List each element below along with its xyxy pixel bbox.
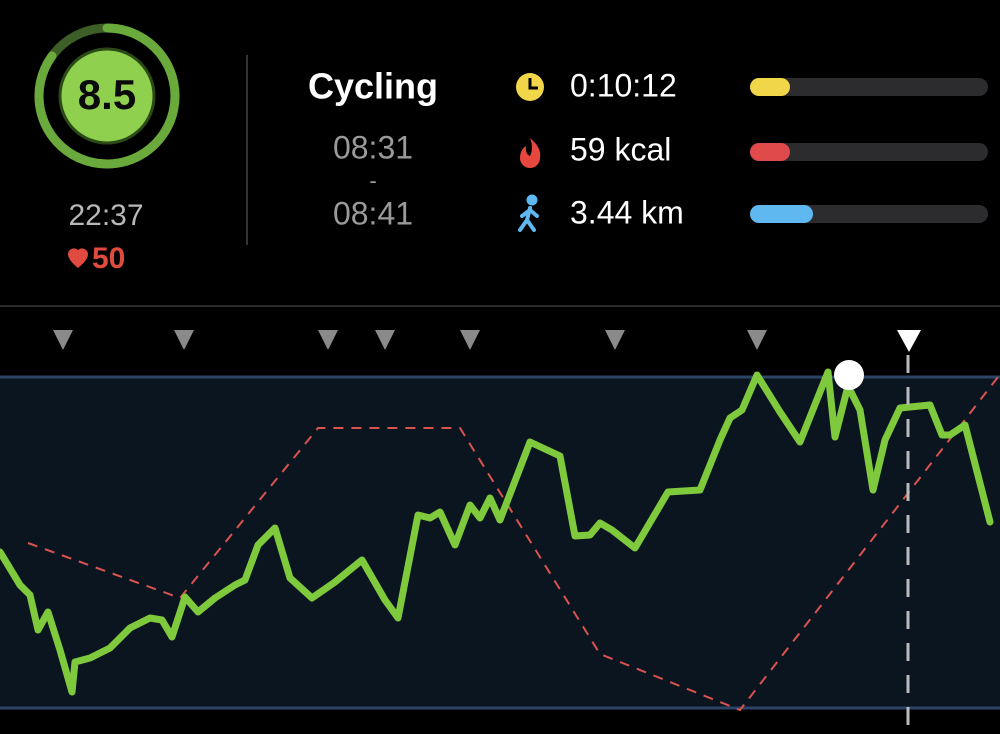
progress-fill bbox=[750, 205, 813, 223]
event-markers-part bbox=[605, 330, 625, 350]
walk-icon bbox=[518, 194, 539, 232]
start-time: 08:31 bbox=[333, 129, 413, 165]
walk-icon-part bbox=[518, 206, 539, 232]
reference-line bbox=[27, 376, 999, 712]
progress-track bbox=[750, 78, 988, 96]
clock-hands bbox=[528, 78, 538, 90]
progress-track bbox=[750, 143, 988, 161]
score-badge bbox=[58, 47, 156, 145]
score-ring bbox=[34, 23, 180, 169]
selected-marker bbox=[897, 330, 921, 352]
graph-area bbox=[0, 377, 1000, 708]
heart-icon bbox=[68, 248, 88, 268]
flame-icon bbox=[520, 138, 541, 168]
event-markers bbox=[53, 330, 767, 350]
progress-fill bbox=[750, 143, 790, 161]
duration: 0:10:12 bbox=[570, 67, 677, 103]
heart-rate-line bbox=[0, 368, 994, 696]
walk-icon-part bbox=[526, 194, 538, 206]
peak-dot bbox=[834, 360, 864, 390]
event-markers-part bbox=[747, 330, 767, 350]
event-markers-part bbox=[318, 330, 338, 350]
time-separator: - bbox=[369, 168, 376, 193]
heart-rate: 50 bbox=[92, 242, 125, 275]
event-markers-part bbox=[53, 330, 73, 350]
end-time: 08:41 bbox=[333, 195, 413, 231]
event-markers-part bbox=[174, 330, 194, 350]
event-markers-part bbox=[460, 330, 480, 350]
activity-name: Cycling bbox=[308, 66, 438, 107]
calories: 59 kcal bbox=[570, 131, 671, 167]
event-markers-part bbox=[375, 330, 395, 350]
progress-fill bbox=[750, 78, 790, 96]
score: 8.5 bbox=[78, 71, 136, 118]
time: 22:37 bbox=[68, 199, 143, 232]
distance: 3.44 km bbox=[570, 194, 684, 230]
